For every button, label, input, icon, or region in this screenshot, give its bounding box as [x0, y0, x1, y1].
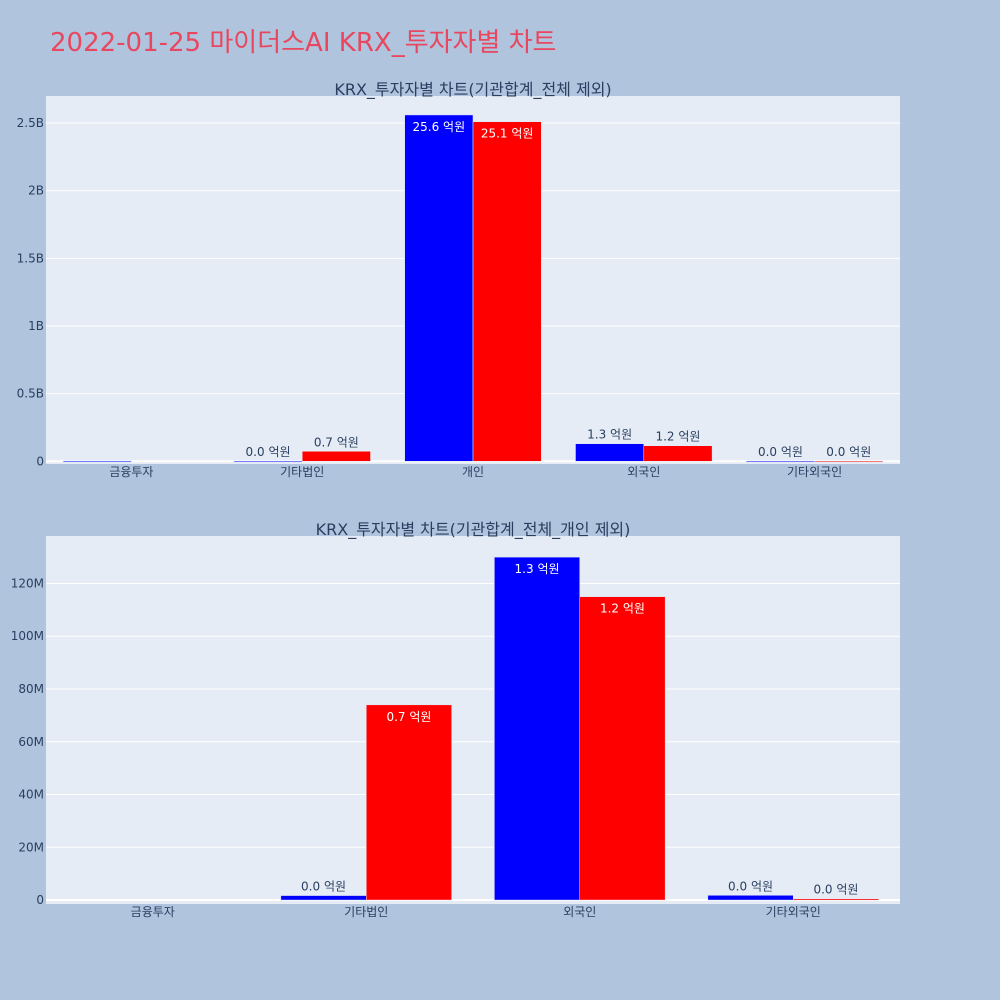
- data-label: 25.1 억원: [481, 127, 534, 141]
- bar: [793, 898, 879, 901]
- chart-title: KRX_투자자별 차트(기관합계_전체 제외): [334, 80, 611, 100]
- data-label: 0.7 억원: [314, 435, 359, 449]
- bar: [746, 460, 815, 463]
- y-tick-label: 40M: [18, 788, 44, 802]
- data-label: 0.0 억원: [301, 880, 346, 894]
- x-tick-label: 개인: [462, 465, 484, 479]
- bar: [814, 460, 884, 463]
- y-tick-label: 20M: [18, 840, 44, 854]
- y-tick-label: 2.5B: [17, 116, 44, 130]
- data-label: 0.0 억원: [758, 445, 803, 459]
- bar: [643, 445, 713, 462]
- data-label: 0.0 억원: [246, 445, 291, 459]
- data-label: 1.3 억원: [587, 428, 632, 442]
- x-tick-label: 기타법인: [344, 905, 388, 919]
- data-label: 0.0 억원: [813, 883, 858, 897]
- bar: [233, 460, 303, 463]
- y-tick-label: 1B: [28, 319, 44, 333]
- x-tick-label: 외국인: [563, 905, 596, 919]
- x-tick-label: 기타법인: [280, 465, 324, 479]
- chart-panel-2: 0 20M 40M 60M 80M 100M 120M KRX_투자자별 차트(기관합계_전체…: [11, 520, 900, 919]
- bar: [366, 704, 452, 901]
- bar: [404, 114, 474, 462]
- bar: [575, 443, 645, 462]
- y-tick-label: 0.5B: [17, 387, 44, 401]
- bar: [301, 451, 371, 462]
- bar: [280, 895, 367, 901]
- data-label: 0.0 억원: [728, 879, 773, 893]
- y-tick-label: 100M: [11, 629, 44, 643]
- y-tick-label: 80M: [18, 682, 44, 696]
- y-tick-label: 2B: [28, 184, 44, 198]
- y-tick-label: 60M: [18, 735, 44, 749]
- y-tick-label: 0: [36, 893, 44, 907]
- y-tick-label: 0: [36, 454, 44, 468]
- bar: [472, 121, 542, 462]
- data-label: 0.0 억원: [826, 445, 871, 459]
- data-label: 1.2 억원: [655, 430, 700, 444]
- bar: [62, 460, 132, 463]
- y-tick-label: 1.5B: [17, 251, 44, 265]
- x-tick-label: 기타외국인: [766, 905, 821, 919]
- chart-title: KRX_투자자별 차트(기관합계_전체_개인 제외): [316, 520, 631, 540]
- x-tick-label: 금융투자: [131, 905, 175, 919]
- x-tick-label: 기타외국인: [787, 465, 842, 479]
- bar: [579, 596, 666, 901]
- data-label: 25.6 억원: [413, 120, 466, 134]
- data-label: 0.7 억원: [386, 710, 431, 724]
- chart-panel-1: 0 0.5B 1B 1.5B 2B 2.5B KRX_투자자별 차트(기관합계_전체 제외)…: [17, 80, 900, 479]
- data-label: 1.2 억원: [600, 602, 645, 616]
- plot-area: [46, 536, 900, 904]
- bar: [494, 556, 581, 901]
- y-tick-label: 120M: [11, 576, 44, 590]
- bar: [707, 895, 794, 901]
- x-tick-label: 외국인: [627, 465, 660, 479]
- data-label: 1.3 억원: [515, 562, 560, 576]
- x-tick-label: 금융투자: [109, 465, 153, 479]
- page-title: 2022-01-25 마이더스AI KRX_투자자별 차트: [50, 28, 557, 58]
